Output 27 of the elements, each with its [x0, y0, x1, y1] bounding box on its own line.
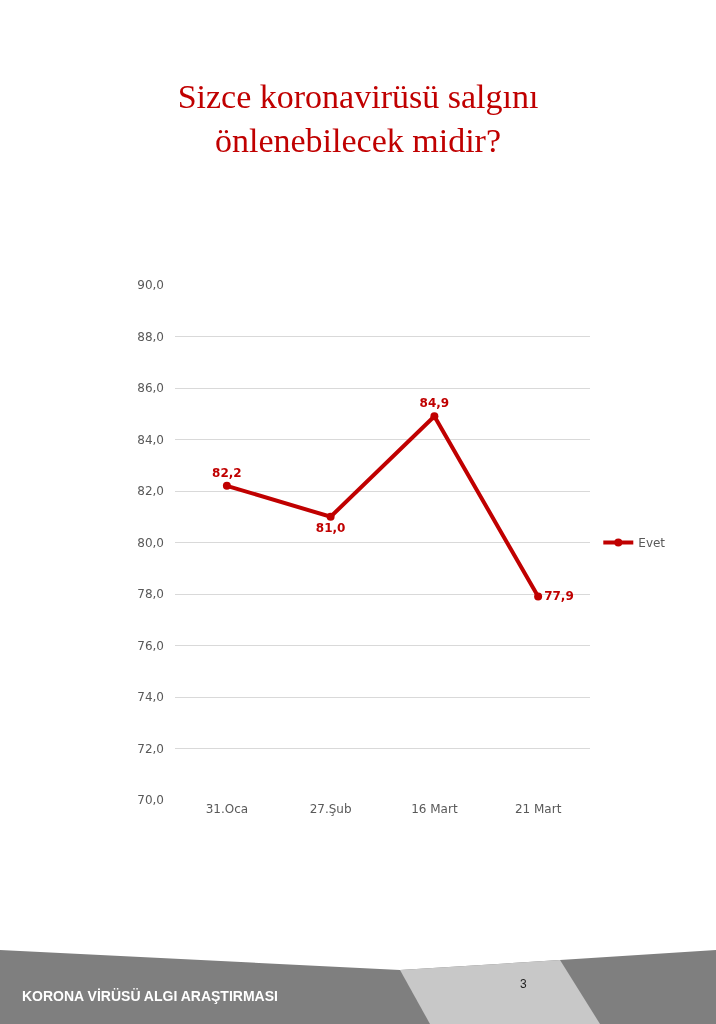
data-label: 82,2 [212, 465, 242, 480]
text: 3 [520, 977, 527, 991]
x-tick-label: 16 Mart [411, 802, 458, 816]
y-tick-label: 78,0 [137, 587, 164, 602]
legend-label: Evet [638, 536, 666, 551]
x-tick-label: 31.Oca [205, 802, 249, 816]
y-tick-label: 84,0 [137, 432, 164, 447]
y-tick-label: 76,0 [137, 638, 164, 653]
point [326, 512, 335, 521]
data-label: 84,9 [419, 396, 450, 411]
y-tick-label: 90,0 [137, 278, 164, 293]
point [430, 412, 439, 421]
y-tick-label: 72,0 [137, 741, 164, 756]
point [534, 592, 543, 601]
y-tick-label: 86,0 [137, 381, 164, 396]
point [222, 481, 231, 490]
text: KORONA VİRÜSÜ ALGI ARAŞTIRMASI [22, 988, 278, 1004]
y-tick-label: 82,0 [137, 484, 164, 499]
y-tick-label: 80,0 [137, 535, 164, 550]
x-tick-label: 27.Şub [309, 802, 352, 816]
y-tick-label: 88,0 [137, 329, 164, 344]
chart-title: Sizce koronavirüsü salgını önlenebilecek midir? [177, 77, 539, 159]
data-label: 77,9 [544, 588, 574, 603]
data-label: 81,0 [315, 520, 346, 535]
y-tick-label: 74,0 [137, 690, 164, 705]
x-tick-label: 21 Mart [514, 802, 562, 816]
y-tick-label: 70,0 [137, 793, 164, 808]
